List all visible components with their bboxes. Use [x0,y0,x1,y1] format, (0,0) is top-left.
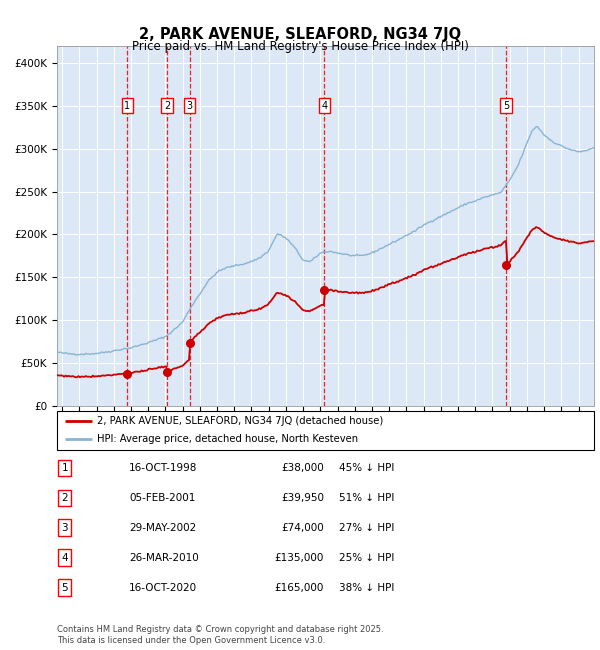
Text: 2, PARK AVENUE, SLEAFORD, NG34 7JQ (detached house): 2, PARK AVENUE, SLEAFORD, NG34 7JQ (deta… [97,417,383,426]
Text: 1: 1 [124,101,130,111]
Text: 27% ↓ HPI: 27% ↓ HPI [339,523,394,533]
Text: 3: 3 [187,101,193,111]
Text: 51% ↓ HPI: 51% ↓ HPI [339,493,394,503]
Text: 3: 3 [61,523,68,533]
Text: 2, PARK AVENUE, SLEAFORD, NG34 7JQ: 2, PARK AVENUE, SLEAFORD, NG34 7JQ [139,27,461,42]
Text: 1: 1 [61,463,68,473]
Text: HPI: Average price, detached house, North Kesteven: HPI: Average price, detached house, Nort… [97,434,358,444]
Text: 2: 2 [164,101,170,111]
Text: £165,000: £165,000 [275,582,324,593]
Text: £135,000: £135,000 [275,552,324,563]
Text: 4: 4 [321,101,328,111]
Text: 26-MAR-2010: 26-MAR-2010 [129,552,199,563]
Text: 25% ↓ HPI: 25% ↓ HPI [339,552,394,563]
Text: Contains HM Land Registry data © Crown copyright and database right 2025.
This d: Contains HM Land Registry data © Crown c… [57,625,383,645]
FancyBboxPatch shape [57,411,594,450]
Text: 29-MAY-2002: 29-MAY-2002 [129,523,196,533]
Text: 5: 5 [61,582,68,593]
Text: £39,950: £39,950 [281,493,324,503]
Text: 16-OCT-1998: 16-OCT-1998 [129,463,197,473]
Text: 4: 4 [61,552,68,563]
Text: Price paid vs. HM Land Registry's House Price Index (HPI): Price paid vs. HM Land Registry's House … [131,40,469,53]
Text: £74,000: £74,000 [281,523,324,533]
Text: 5: 5 [503,101,509,111]
Text: 45% ↓ HPI: 45% ↓ HPI [339,463,394,473]
Text: 16-OCT-2020: 16-OCT-2020 [129,582,197,593]
Text: 38% ↓ HPI: 38% ↓ HPI [339,582,394,593]
Text: 2: 2 [61,493,68,503]
Text: £38,000: £38,000 [281,463,324,473]
Text: 05-FEB-2001: 05-FEB-2001 [129,493,196,503]
